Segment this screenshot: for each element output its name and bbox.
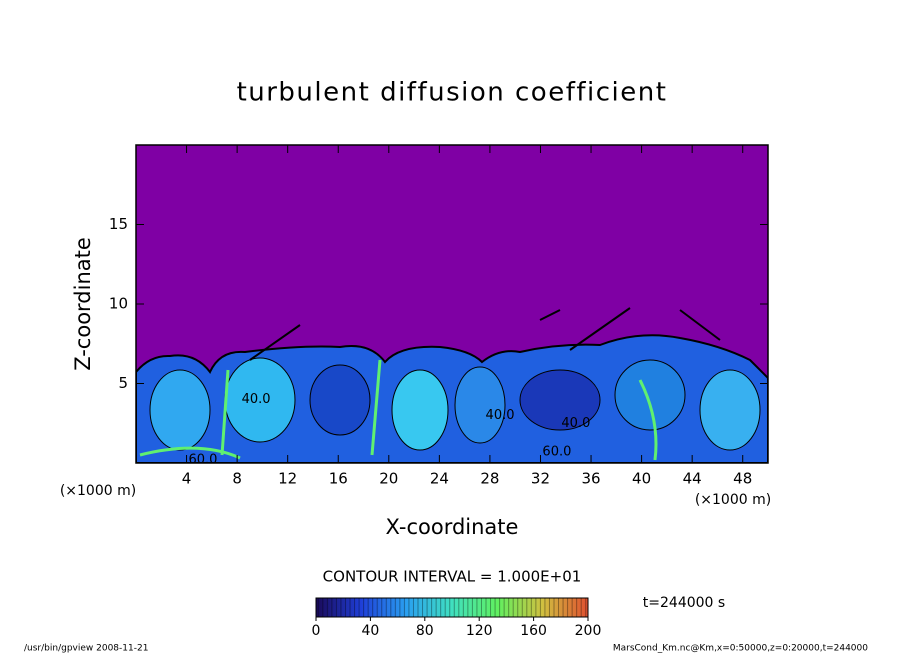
x-unit-label: (×1000 m)	[695, 492, 771, 508]
y-tick-label: 15	[109, 215, 128, 233]
y-axis-title: Z-coordinate	[71, 237, 95, 371]
plume	[249, 307, 721, 361]
eddy	[149, 369, 211, 451]
colorbar-tick-label: 80	[416, 623, 434, 639]
x-tick-label: 32	[531, 470, 550, 488]
x-tick-label: 24	[430, 470, 449, 488]
x-tick-label: 16	[329, 470, 348, 488]
footer-left: /usr/bin/gpview 2008-11-21	[24, 644, 148, 654]
contour-label: 60.0	[542, 444, 571, 459]
y-tick-label: 5	[118, 374, 128, 392]
footer-right: MarsCond_Km.nc@Km,x=0:50000,z=0:20000,t=…	[613, 644, 868, 654]
colorbar	[315, 597, 589, 618]
contour-label: 60.0	[189, 452, 218, 467]
field-decoration	[136, 307, 768, 463]
colorbar-tick-label: 160	[520, 623, 547, 639]
colorbar-tick-label: 120	[466, 623, 493, 639]
eddy	[309, 364, 371, 436]
y-tick-label: 10	[109, 295, 128, 313]
eddy-edge	[139, 359, 658, 461]
contour-label: 40.0	[486, 408, 515, 423]
x-axis-title: X-coordinate	[386, 515, 519, 539]
eddy	[699, 369, 761, 451]
x-tick-label: 28	[480, 470, 499, 488]
eddy	[391, 369, 449, 451]
time-label: t=244000 s	[643, 595, 725, 611]
x-tick-label: 48	[733, 470, 752, 488]
x-unit-label: (×1000 m)	[60, 483, 136, 499]
chart-title: turbulent diffusion coefficient	[237, 78, 668, 108]
eddy	[519, 369, 601, 431]
x-tick-label: 20	[379, 470, 398, 488]
eddy	[454, 366, 506, 444]
x-tick-label: 40	[632, 470, 651, 488]
x-tick-label: 4	[182, 470, 192, 488]
turbulent-layer	[136, 334, 768, 463]
contour-interval: CONTOUR INTERVAL = 1.000E+01	[323, 568, 582, 586]
contour-label: 40.0	[242, 392, 271, 407]
x-tick-label: 12	[278, 470, 297, 488]
contour-label: 40.0	[561, 416, 590, 431]
colorbar-tick-label: 200	[575, 623, 602, 639]
eddy	[614, 359, 686, 431]
x-tick-label: 44	[683, 470, 702, 488]
x-tick-label: 36	[581, 470, 600, 488]
x-tick-label: 8	[232, 470, 242, 488]
colorbar-tick-label: 40	[361, 623, 379, 639]
colorbar-tick-label: 0	[312, 623, 321, 639]
